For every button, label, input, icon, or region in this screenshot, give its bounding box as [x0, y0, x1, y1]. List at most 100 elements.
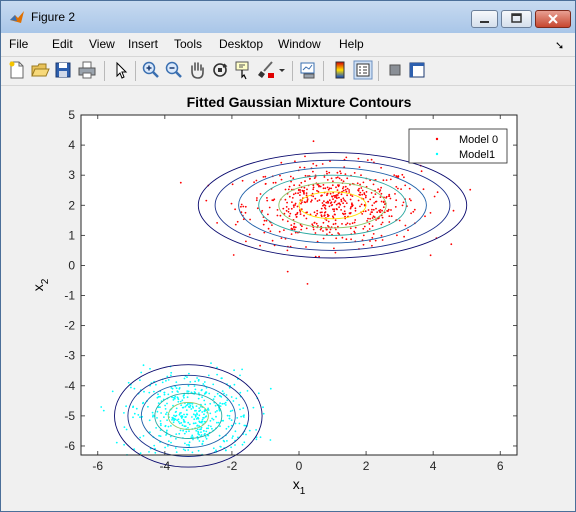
data-point-series-1: [207, 407, 210, 410]
data-point-series-0: [345, 156, 348, 159]
print-icon[interactable]: [77, 60, 97, 80]
data-point-series-0: [410, 199, 412, 202]
data-point-series-0: [345, 202, 348, 204]
menu-desktop[interactable]: Desktop: [219, 37, 264, 51]
menu-file[interactable]: File: [9, 37, 29, 51]
data-point-series-0: [371, 217, 374, 219]
data-point-series-0: [452, 209, 455, 212]
scatter-points: [100, 140, 472, 456]
hide-plot-tools-icon[interactable]: [385, 60, 405, 80]
menu-edit[interactable]: Edit: [52, 37, 73, 51]
data-point-series-1: [204, 436, 207, 438]
data-point-series-0: [380, 234, 383, 237]
menu-insert[interactable]: Insert: [128, 37, 159, 51]
menu-tools[interactable]: Tools: [174, 37, 203, 51]
data-point-series-1: [233, 383, 236, 386]
pan-hand-icon[interactable]: [187, 60, 207, 80]
data-point-series-1: [198, 392, 200, 394]
data-point-series-1: [215, 415, 217, 418]
data-point-series-0: [329, 228, 332, 231]
data-point-series-1: [159, 395, 161, 398]
link-plot-icon[interactable]: [298, 60, 318, 80]
zoom-in-icon[interactable]: [141, 60, 161, 80]
data-point-series-0: [263, 219, 266, 222]
data-point-series-1: [154, 451, 157, 454]
data-point-series-0: [407, 229, 409, 232]
data-point-series-1: [231, 437, 234, 439]
data-point-series-0: [325, 201, 328, 204]
data-point-series-0: [359, 205, 361, 208]
data-point-series-0: [299, 166, 301, 169]
data-point-series-1: [173, 396, 175, 399]
menu-window[interactable]: Window: [278, 37, 321, 51]
data-point-series-0: [379, 196, 382, 198]
open-file-icon[interactable]: [30, 60, 50, 80]
show-plot-tools-icon[interactable]: [407, 60, 427, 80]
data-point-series-0: [324, 208, 327, 210]
data-point-series-0: [323, 203, 325, 206]
data-point-series-0: [348, 189, 350, 191]
data-point-series-0: [341, 187, 344, 190]
data-point-series-1: [175, 414, 178, 417]
x-tick-label: 6: [497, 459, 504, 473]
data-point-series-0: [339, 170, 341, 173]
data-point-series-0: [332, 216, 335, 219]
data-point-series-1: [180, 422, 183, 424]
data-point-series-0: [395, 175, 398, 177]
data-point-series-0: [358, 187, 360, 190]
maximize-button[interactable]: [501, 10, 532, 28]
save-icon[interactable]: [53, 60, 73, 80]
data-point-series-1: [182, 429, 185, 432]
new-figure-icon[interactable]: [7, 60, 27, 80]
data-point-series-0: [312, 195, 315, 198]
menu-view[interactable]: View: [89, 37, 115, 51]
data-point-series-0: [303, 166, 306, 169]
edit-plot-arrow-icon[interactable]: [111, 60, 131, 80]
data-point-series-1: [115, 441, 118, 444]
menu-dock-arrow-icon[interactable]: ➘: [555, 40, 565, 52]
data-point-series-0: [369, 198, 372, 201]
data-point-series-0: [345, 238, 348, 241]
data-point-series-1: [164, 404, 167, 407]
data-point-series-0: [319, 185, 322, 188]
data-point-series-0: [290, 224, 293, 227]
x-tick-label: 2: [363, 459, 370, 473]
gaussian-mixture-plot[interactable]: -6 -4 -2 0 2 4 6 5 4 3 2 1 0 -1 -2 -3 -4 -5 -6 Fitted Gaus…: [9, 87, 567, 505]
colorbar-icon[interactable]: [330, 60, 350, 80]
minimize-button[interactable]: [471, 10, 498, 28]
data-point-series-0: [299, 191, 302, 193]
close-button[interactable]: [535, 10, 571, 28]
data-point-series-1: [216, 410, 218, 412]
data-point-series-1: [190, 402, 192, 405]
data-point-series-1: [212, 447, 215, 450]
data-point-series-1: [171, 419, 173, 421]
brush-icon[interactable]: [256, 60, 276, 80]
data-point-series-0: [366, 220, 368, 222]
zoom-out-icon[interactable]: [164, 60, 184, 80]
data-point-series-0: [340, 179, 343, 181]
data-cursor-icon[interactable]: [233, 60, 253, 80]
data-point-series-1: [190, 391, 193, 394]
legend[interactable]: Model 0 Model1: [408, 128, 508, 164]
data-point-series-0: [342, 202, 344, 205]
data-point-series-1: [269, 387, 272, 390]
menu-help[interactable]: Help: [339, 37, 364, 51]
data-point-series-0: [313, 177, 316, 179]
title-bar[interactable]: Figure 2: [1, 1, 575, 33]
data-point-series-1: [195, 405, 198, 407]
data-point-series-0: [385, 195, 388, 198]
data-point-series-0: [285, 209, 288, 212]
x-tick-label: -6: [92, 459, 103, 473]
rotate-3d-icon[interactable]: [210, 60, 230, 80]
brush-dropdown-icon[interactable]: [277, 60, 287, 80]
data-point-series-0: [306, 283, 309, 285]
data-point-series-0: [293, 206, 295, 208]
data-point-series-1: [191, 434, 194, 437]
data-point-series-0: [341, 223, 343, 225]
y-tick-label: 0: [68, 258, 75, 272]
data-point-series-0: [320, 207, 323, 210]
data-point-series-1: [184, 405, 187, 408]
data-point-series-1: [257, 392, 260, 395]
legend-icon[interactable]: [353, 60, 373, 80]
data-point-series-0: [357, 199, 360, 202]
